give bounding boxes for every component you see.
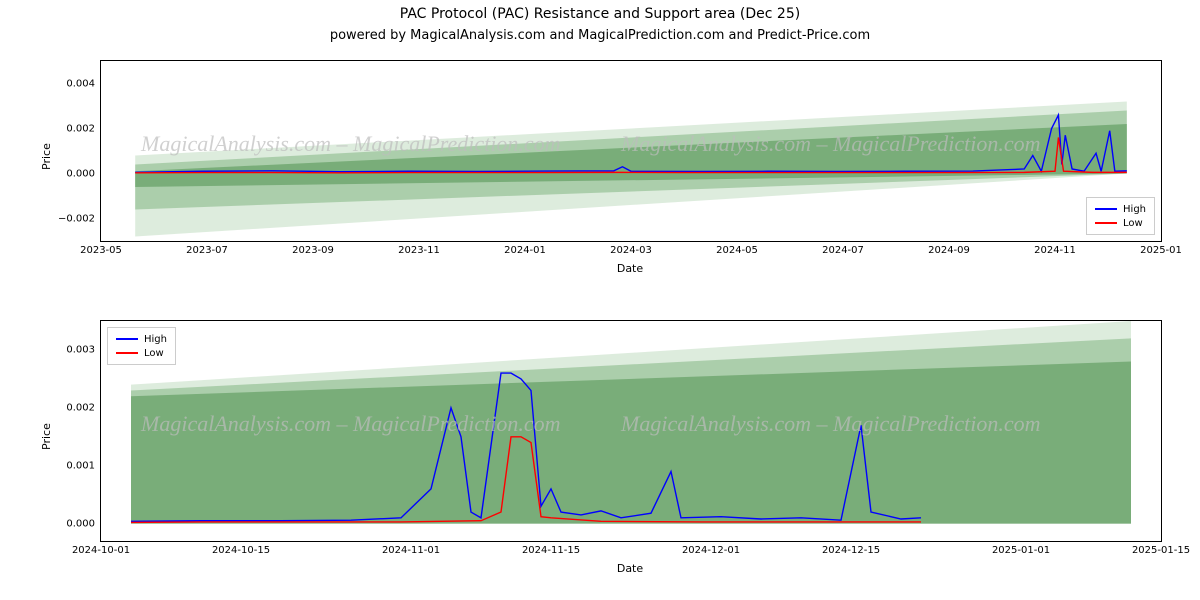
- top-plot: [101, 61, 1161, 241]
- y-tick-label: 0.003: [66, 344, 101, 355]
- x-tick-label: 2024-07: [822, 241, 864, 256]
- x-tick-label: 2024-12-01: [682, 541, 740, 556]
- x-tick-label: 2024-11-01: [382, 541, 440, 556]
- x-tick-label: 2024-11-15: [522, 541, 580, 556]
- legend-swatch-low: [116, 352, 138, 354]
- legend-swatch-low: [1095, 222, 1117, 224]
- legend-item-high: High: [1095, 202, 1146, 216]
- top-panel: MagicalAnalysis.com – MagicalPrediction.…: [100, 60, 1162, 242]
- x-tick-label: 2024-01: [504, 241, 546, 256]
- legend-swatch-high: [1095, 208, 1117, 210]
- chart-title: PAC Protocol (PAC) Resistance and Suppor…: [0, 6, 1200, 22]
- y-tick-label: 0.000: [66, 518, 101, 529]
- x-axis-label-top: Date: [100, 262, 1160, 275]
- legend-item-low: Low: [116, 346, 167, 360]
- y-tick-label: 0.002: [66, 402, 101, 413]
- legend: High Low: [1086, 197, 1155, 235]
- x-tick-label: 2024-11: [1034, 241, 1076, 256]
- legend-item-high: High: [116, 332, 167, 346]
- x-tick-label: 2023-09: [292, 241, 334, 256]
- bottom-panel: MagicalAnalysis.com – MagicalPrediction.…: [100, 320, 1162, 542]
- legend-label-high: High: [144, 334, 167, 345]
- x-tick-label: 2025-01: [1140, 241, 1182, 256]
- legend: High Low: [107, 327, 176, 365]
- x-tick-label: 2024-09: [928, 241, 970, 256]
- legend-label-low: Low: [144, 348, 164, 359]
- figure: PAC Protocol (PAC) Resistance and Suppor…: [0, 0, 1200, 600]
- y-tick-label: 0.000: [66, 168, 101, 179]
- x-tick-label: 2024-10-01: [72, 541, 130, 556]
- x-axis-label-bottom: Date: [100, 562, 1160, 575]
- legend-label-low: Low: [1123, 218, 1143, 229]
- y-tick-label: 0.004: [66, 78, 101, 89]
- x-tick-label: 2025-01-15: [1132, 541, 1190, 556]
- legend-swatch-high: [116, 338, 138, 340]
- y-axis-label-bottom: Price: [40, 423, 53, 450]
- chart-subtitle: powered by MagicalAnalysis.com and Magic…: [0, 28, 1200, 43]
- x-tick-label: 2024-05: [716, 241, 758, 256]
- x-tick-label: 2023-11: [398, 241, 440, 256]
- y-axis-label-top: Price: [40, 143, 53, 170]
- x-tick-label: 2025-01-01: [992, 541, 1050, 556]
- x-tick-label: 2024-10-15: [212, 541, 270, 556]
- y-tick-label: 0.002: [66, 123, 101, 134]
- x-tick-label: 2024-03: [610, 241, 652, 256]
- x-tick-label: 2023-07: [186, 241, 228, 256]
- x-tick-label: 2023-05: [80, 241, 122, 256]
- legend-label-high: High: [1123, 204, 1146, 215]
- y-tick-label: −0.002: [58, 213, 101, 224]
- x-tick-label: 2024-12-15: [822, 541, 880, 556]
- legend-item-low: Low: [1095, 216, 1146, 230]
- bottom-plot: [101, 321, 1161, 541]
- y-tick-label: 0.001: [66, 460, 101, 471]
